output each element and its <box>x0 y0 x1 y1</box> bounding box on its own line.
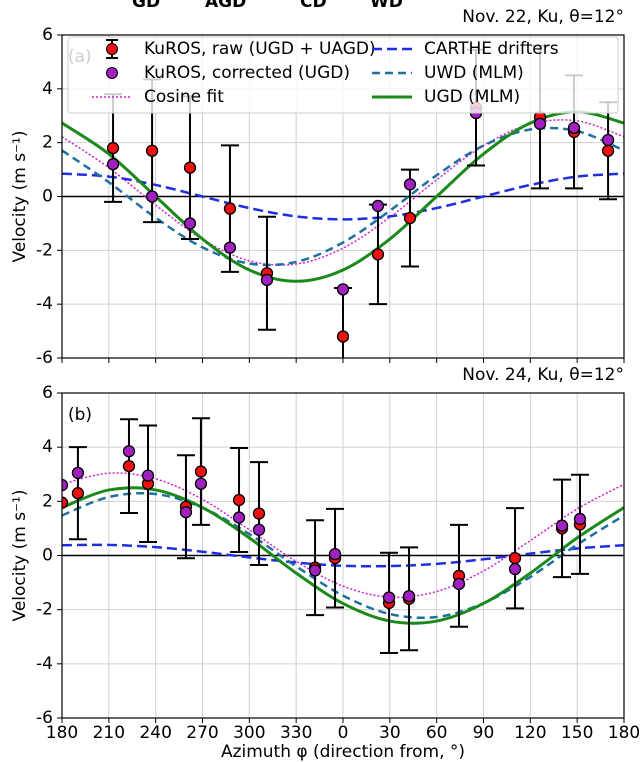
corrected-point <box>508 562 522 576</box>
legend-label: UWD (MLM) <box>424 63 524 83</box>
x-tick-label: 30 <box>379 723 401 743</box>
corrected-point <box>71 466 85 480</box>
y-tick-label: 6 <box>42 383 53 403</box>
x-tick-label: 240 <box>139 723 171 743</box>
y-tick-label: 6 <box>42 25 53 45</box>
curve <box>62 126 624 267</box>
y-tick-label: 0 <box>42 187 53 207</box>
y-tick-label: -2 <box>36 240 53 260</box>
x-tick-label: 300 <box>233 723 265 743</box>
corrected-point <box>567 121 581 135</box>
curve <box>62 543 624 568</box>
header-fragment: AGD <box>205 0 246 12</box>
legend-symbol <box>106 67 118 79</box>
y-tick-label: -4 <box>36 654 53 674</box>
raw-point <box>601 144 615 157</box>
corrected-point <box>122 445 136 458</box>
corrected-point <box>260 273 274 287</box>
x-tick-label: 270 <box>186 723 218 743</box>
plot-content <box>62 417 624 654</box>
raw-point <box>62 496 69 509</box>
raw-point <box>194 465 208 478</box>
header-fragment: WD <box>370 0 403 12</box>
plot-frame <box>61 34 625 359</box>
header-fragment: CD <box>300 0 327 12</box>
panel-label: (b) <box>68 405 92 425</box>
curve <box>62 491 624 620</box>
raw-point <box>403 211 417 225</box>
legend-symbol <box>106 43 118 55</box>
raw-point <box>71 487 85 500</box>
corrected-point <box>402 589 416 603</box>
corrected-point <box>183 217 197 230</box>
legend-box <box>67 36 619 114</box>
corrected-point <box>232 511 246 524</box>
y-tick-label: 2 <box>42 133 53 153</box>
corrected-point <box>141 469 155 482</box>
curve <box>62 472 624 599</box>
raw-point <box>371 248 385 261</box>
x-axis-label: Azimuth φ (direction from, °) <box>221 742 465 762</box>
y-axis-label: Velocity (m s⁻¹) <box>10 490 30 622</box>
corrected-point <box>106 158 120 171</box>
x-tick-label: 180 <box>608 723 640 743</box>
corrected-point <box>194 477 208 490</box>
panel-title: Nov. 24, Ku, θ=12° <box>462 365 624 385</box>
x-tick-label: 330 <box>280 723 312 743</box>
panel-title: Nov. 22, Ku, θ=12° <box>462 7 624 27</box>
corrected-point <box>223 241 237 254</box>
curve <box>62 172 624 221</box>
raw-point <box>252 507 266 520</box>
y-tick-label: -4 <box>36 294 53 314</box>
header-fragment: GD <box>132 0 160 12</box>
y-tick-label: 0 <box>42 546 53 566</box>
x-tick-label: 150 <box>561 723 593 743</box>
x-tick-label: 180 <box>46 723 78 743</box>
corrected-point <box>601 133 615 147</box>
x-tick-label: 60 <box>426 723 448 743</box>
corrected-point <box>452 577 466 591</box>
corrected-point <box>62 478 69 492</box>
y-tick-label: -6 <box>36 708 53 728</box>
corrected-point <box>145 190 159 203</box>
y-tick-label: -6 <box>36 348 53 368</box>
raw-point <box>145 144 159 157</box>
raw-point <box>223 202 237 215</box>
legend-label: Cosine fit <box>144 87 224 107</box>
y-tick-label: 4 <box>42 437 53 457</box>
y-axis-label: Velocity (m s⁻¹) <box>10 131 30 263</box>
corrected-point <box>252 523 266 536</box>
raw-point <box>122 459 136 473</box>
raw-point <box>336 330 350 343</box>
y-tick-label: -2 <box>36 600 53 620</box>
corrected-point <box>308 564 322 577</box>
raw-point <box>106 141 120 155</box>
corrected-point <box>403 178 417 191</box>
raw-point <box>183 161 197 174</box>
corrected-point <box>336 283 350 296</box>
legend-label: KuROS, raw (UGD + UAGD) <box>144 39 376 59</box>
legend-label: KuROS, corrected (UGD) <box>144 63 350 83</box>
plot-frame <box>61 392 625 719</box>
corrected-point <box>573 512 587 526</box>
corrected-point <box>179 506 193 519</box>
legend-label: UGD (MLM) <box>424 87 520 107</box>
corrected-point <box>533 117 547 130</box>
corrected-point <box>555 519 569 532</box>
x-tick-label: 90 <box>473 723 495 743</box>
raw-point <box>508 552 522 565</box>
y-tick-label: 4 <box>42 79 53 99</box>
x-tick-label: 210 <box>93 723 125 743</box>
curve <box>62 486 624 625</box>
x-tick-label: 0 <box>338 723 349 743</box>
legend-label: CARTHE drifters <box>424 39 559 59</box>
y-tick-label: 2 <box>42 491 53 511</box>
x-tick-label: 120 <box>514 723 546 743</box>
corrected-point <box>382 591 396 604</box>
corrected-point <box>328 547 342 561</box>
raw-point <box>232 493 246 507</box>
corrected-point <box>371 199 385 213</box>
